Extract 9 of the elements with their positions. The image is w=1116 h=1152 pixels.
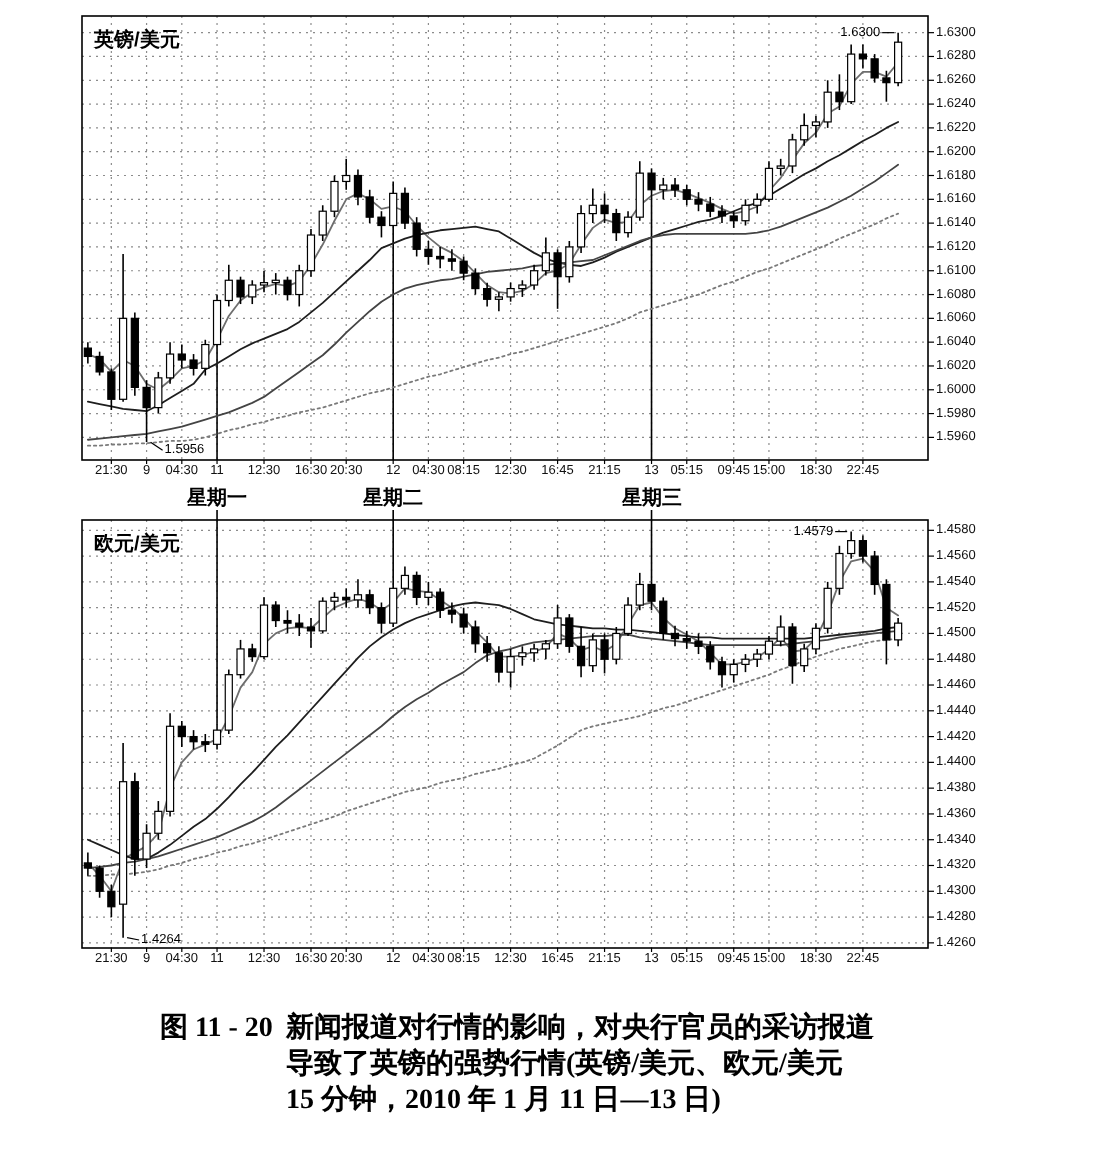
- ref-line-label: 星期二: [361, 486, 424, 510]
- text: 欧元/美元: [94, 532, 180, 556]
- text: 导致了英镑的强势行情(英镑/美元、欧元/美元: [286, 1046, 843, 1080]
- ref-line-label: 星期一: [185, 486, 248, 510]
- caption: 图 11 - 20: [160, 1012, 273, 1044]
- text: 英镑/美元: [92, 28, 180, 52]
- ref-line-label: 星期三: [619, 486, 682, 510]
- text: 15 分钟，2010 年 1 月 11 日—13 日): [286, 1084, 722, 1116]
- text: 新闻报道对行情的影响，对央行官员的采访报道: [284, 1010, 876, 1044]
